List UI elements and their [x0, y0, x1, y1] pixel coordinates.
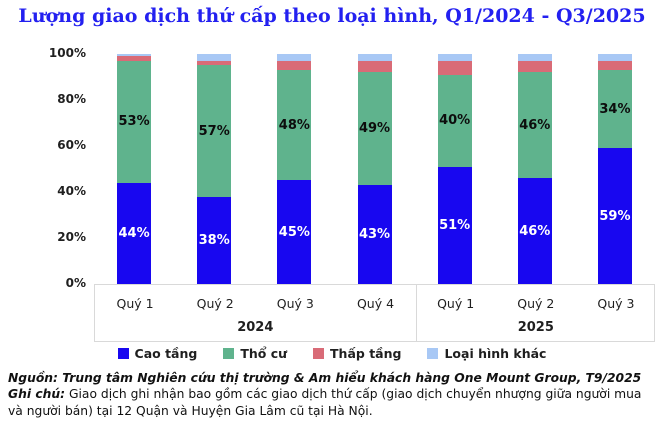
stacked-bar: 34% 59% — [597, 54, 632, 284]
bar-value-label: 44% — [118, 225, 150, 241]
bar-segment: 53% — [117, 60, 152, 183]
legend-label: Loại hình khác — [444, 346, 547, 361]
bar-segment: 44% — [117, 182, 152, 284]
bar-value-label: 40% — [439, 113, 471, 129]
bar-segment — [117, 56, 152, 61]
bar-segment: 51% — [437, 166, 472, 284]
quarter-label: Quý 3 — [276, 296, 314, 311]
source-text: Nguồn: Trung tâm Nghiên cứu thị trường &… — [8, 371, 642, 385]
bar-value-label: 49% — [358, 121, 391, 137]
bar-segment — [517, 60, 552, 73]
stacked-bar: 53% 44% — [117, 54, 152, 284]
bar-segment: 46% — [517, 72, 552, 179]
bar-value-label: 46% — [519, 223, 551, 239]
bar-segment — [197, 54, 232, 61]
bar-segment: 49% — [357, 72, 392, 186]
bar-segment: 43% — [357, 185, 392, 284]
bar-segment — [197, 60, 232, 66]
x-axis-box: Quý 1 Quý 2 Quý 3 Quý 4 Quý 1 Quý 2 Quý 3 2024 2… — [94, 284, 655, 342]
quarter-label: Quý 2 — [196, 296, 234, 311]
bar-segment — [437, 60, 472, 75]
quarter-label: Quý 4 — [356, 296, 395, 311]
quarter-label: Quý 3 — [597, 296, 635, 311]
legend-swatch — [223, 348, 235, 359]
bar-segment: 57% — [197, 65, 232, 197]
bar-value-label: 48% — [278, 117, 310, 133]
y-tick-label: 40% — [57, 184, 86, 198]
bar-segment: 34% — [597, 70, 632, 149]
quarter-label: Quý 1 — [116, 296, 154, 311]
legend-item: Thổ cư — [223, 346, 287, 361]
bar-value-label: 43% — [358, 227, 391, 243]
bar-segment — [117, 54, 152, 57]
stacked-bar: 49% 43% — [357, 54, 392, 284]
bar-segment — [437, 54, 472, 61]
legend-swatch — [427, 348, 439, 359]
bar-value-label: 53% — [118, 114, 150, 130]
note-label: Ghi chú: — [8, 387, 66, 402]
quarter-label: Quý 1 — [437, 296, 475, 311]
year-label: 2025 — [517, 320, 554, 335]
bar-segment: 46% — [517, 178, 552, 284]
legend-label: Cao tầng — [134, 346, 198, 361]
y-tick-label: 80% — [57, 92, 86, 106]
quarter-label: Quý 2 — [517, 296, 555, 311]
bar-value-label: 46% — [519, 117, 551, 133]
bar-value-label: 51% — [439, 217, 471, 233]
bar-value-label: 45% — [278, 224, 310, 240]
note-text: Giao dịch ghi nhận bao gồm các giao dịch… — [8, 387, 642, 418]
chart-note: Ghi chú: Giao dịch ghi nhận bao gồm các … — [8, 386, 658, 419]
stacked-bar: 48% 45% — [277, 54, 312, 284]
legend-label: Thấp tầng — [330, 346, 402, 361]
bar-segment — [517, 54, 552, 61]
legend-label: Thổ cư — [240, 346, 288, 361]
bar-value-label: 34% — [599, 101, 631, 117]
bar-segment — [597, 54, 632, 61]
bar-segment — [277, 60, 312, 71]
bar-segment — [357, 54, 392, 61]
plot-area: 53% 44% 57% 38% 48% 45% 49% 43% 40% 51% 46% 46% 34% 5… — [94, 54, 655, 284]
legend-item: Loại hình khác — [427, 346, 546, 361]
chart-title: Lượng giao dịch thứ cấp theo loại hình, … — [18, 5, 646, 27]
legend-swatch — [313, 348, 325, 359]
legend-item: Cao tầng — [117, 346, 198, 361]
bar-segment: 38% — [197, 196, 232, 284]
stacked-bar: 40% 51% — [437, 54, 472, 284]
footer: Nguồn: Trung tâm Nghiên cứu thị trường &… — [8, 370, 658, 419]
bar-value-label: 38% — [198, 232, 230, 248]
y-tick-label: 60% — [57, 138, 86, 152]
group-divider — [415, 285, 417, 341]
legend-item: Thấp tầng — [313, 346, 401, 361]
y-tick-label: 0% — [65, 276, 86, 290]
bar-segment: 40% — [437, 74, 472, 167]
y-tick-label: 20% — [57, 230, 86, 244]
source-note: Nguồn: Trung tâm Nghiên cứu thị trường &… — [8, 370, 658, 386]
year-label: 2024 — [237, 320, 274, 335]
legend-swatch — [117, 348, 129, 359]
bar-segment: 59% — [597, 148, 632, 284]
bar-value-label: 59% — [599, 208, 631, 224]
bar-segment: 48% — [277, 70, 312, 181]
bar-segment — [597, 60, 632, 71]
legend: Cao tầng Thổ cư Thấp tầng Loại hình khác — [0, 346, 664, 361]
stacked-bar: 46% 46% — [517, 54, 552, 284]
bar-segment — [357, 60, 392, 73]
bar-segment: 45% — [277, 180, 312, 284]
y-tick-label: 100% — [48, 46, 86, 60]
bar-segment — [277, 54, 312, 61]
stacked-bar: 57% 38% — [197, 54, 232, 284]
bar-value-label: 57% — [198, 123, 230, 139]
